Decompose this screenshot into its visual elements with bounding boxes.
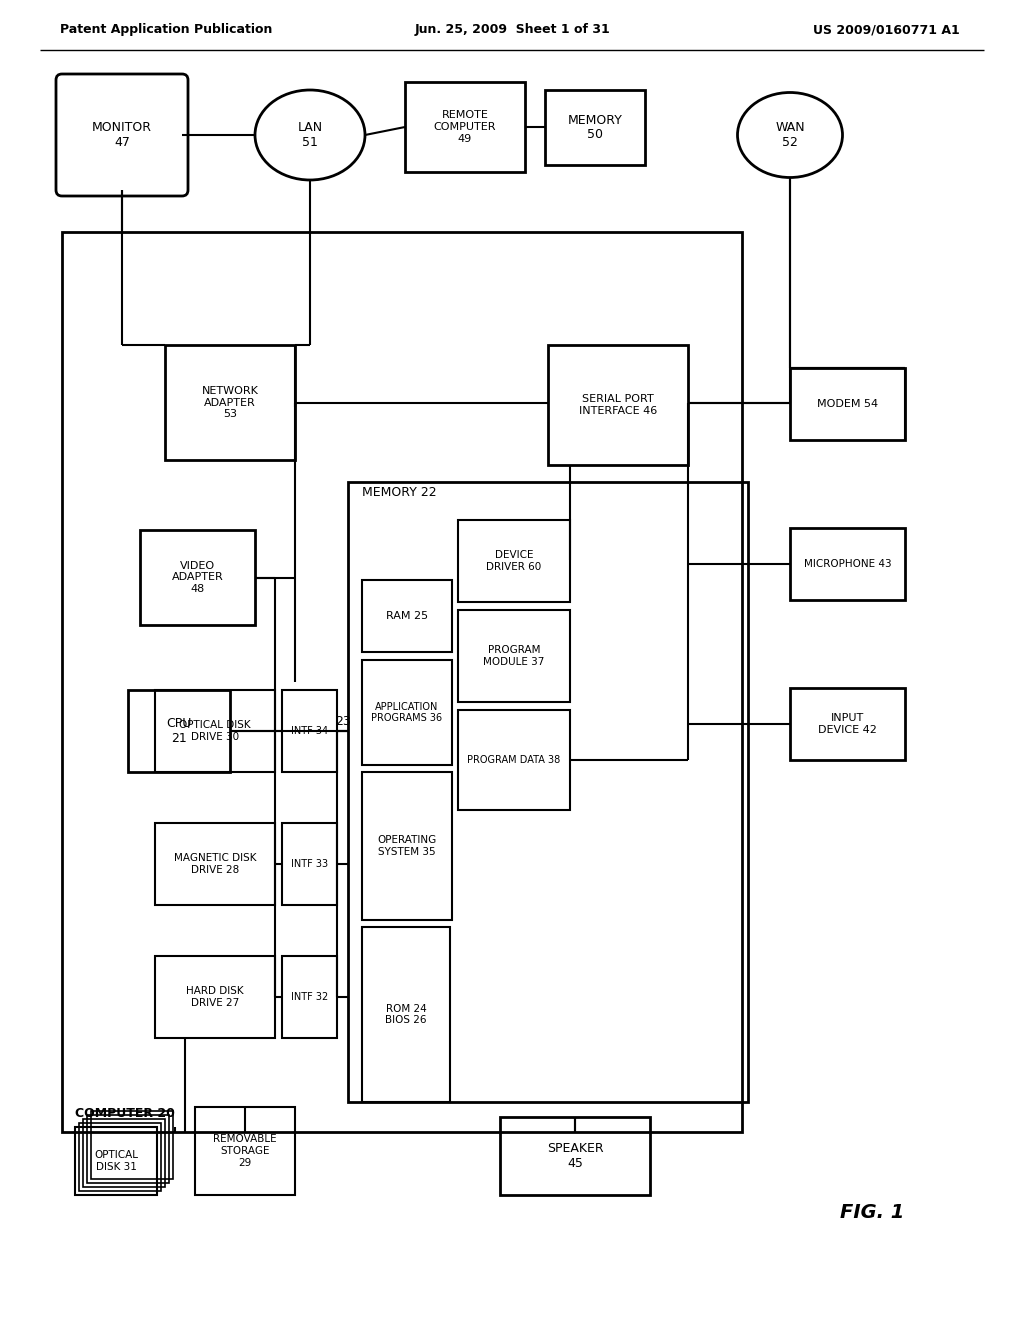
Text: DEVICE
DRIVER 60: DEVICE DRIVER 60 [486, 550, 542, 572]
Text: MODEM 54: MODEM 54 [817, 399, 878, 409]
Text: LAN
51: LAN 51 [297, 121, 323, 149]
Text: HARD DISK
DRIVE 27: HARD DISK DRIVE 27 [186, 986, 244, 1007]
Text: SPEAKER
45: SPEAKER 45 [547, 1142, 603, 1170]
Text: PROGRAM
MODULE 37: PROGRAM MODULE 37 [483, 645, 545, 667]
Text: FIG. 1: FIG. 1 [840, 1203, 904, 1221]
Text: INPUT
DEVICE 42: INPUT DEVICE 42 [818, 713, 877, 735]
Bar [140, 531, 255, 624]
Text: VIDEO
ADAPTER
48: VIDEO ADAPTER 48 [172, 561, 223, 594]
Bar [195, 1107, 295, 1195]
Bar [362, 772, 452, 920]
Text: 23: 23 [335, 715, 351, 729]
Text: SERIAL PORT
INTERFACE 46: SERIAL PORT INTERFACE 46 [579, 395, 657, 416]
Bar [155, 690, 275, 772]
Text: PROGRAM DATA 38: PROGRAM DATA 38 [467, 755, 560, 766]
Bar [87, 1115, 169, 1183]
Text: WAN
52: WAN 52 [775, 121, 805, 149]
Text: COMPUTER 20: COMPUTER 20 [75, 1107, 175, 1119]
Bar [790, 368, 905, 440]
Bar [548, 345, 688, 465]
Bar [500, 1117, 650, 1195]
Bar [458, 520, 570, 602]
Text: INTF 33: INTF 33 [291, 859, 328, 869]
Text: OPTICAL
DISK 31: OPTICAL DISK 31 [94, 1150, 138, 1172]
Text: INTF 34: INTF 34 [291, 726, 328, 737]
Bar [458, 710, 570, 810]
Bar [75, 1127, 157, 1195]
Bar [790, 688, 905, 760]
Bar [282, 690, 337, 772]
Text: REMOVABLE
STORAGE
29: REMOVABLE STORAGE 29 [213, 1134, 276, 1168]
Text: NETWORK
ADAPTER
53: NETWORK ADAPTER 53 [202, 385, 258, 420]
Text: MEMORY 22: MEMORY 22 [362, 486, 436, 499]
Bar [282, 956, 337, 1038]
Text: CPU
21: CPU 21 [166, 717, 191, 744]
Bar [83, 1119, 165, 1187]
Text: ROM 24
BIOS 26: ROM 24 BIOS 26 [385, 1003, 427, 1026]
Text: US 2009/0160771 A1: US 2009/0160771 A1 [813, 24, 961, 37]
Text: OPERATING
SYSTEM 35: OPERATING SYSTEM 35 [378, 836, 436, 857]
Bar [91, 1111, 173, 1179]
Bar [62, 232, 742, 1133]
Bar [362, 927, 450, 1102]
Text: APPLICATION
PROGRAMS 36: APPLICATION PROGRAMS 36 [372, 702, 442, 723]
Bar [406, 82, 525, 172]
Bar [458, 610, 570, 702]
Bar [155, 956, 275, 1038]
Text: MEMORY
50: MEMORY 50 [567, 114, 623, 141]
Text: OPTICAL DISK
DRIVE 30: OPTICAL DISK DRIVE 30 [179, 721, 251, 742]
Bar [79, 1123, 161, 1191]
Text: MAGNETIC DISK
DRIVE 28: MAGNETIC DISK DRIVE 28 [174, 853, 256, 875]
Text: RAM 25: RAM 25 [386, 611, 428, 620]
Bar [128, 690, 230, 772]
Bar [282, 822, 337, 906]
Text: REMOTE
COMPUTER
49: REMOTE COMPUTER 49 [434, 111, 497, 144]
Bar [362, 579, 452, 652]
Bar [348, 482, 748, 1102]
Text: MICROPHONE 43: MICROPHONE 43 [804, 558, 891, 569]
Text: MONITOR
47: MONITOR 47 [92, 121, 152, 149]
Text: INTF 32: INTF 32 [291, 993, 328, 1002]
Text: Jun. 25, 2009  Sheet 1 of 31: Jun. 25, 2009 Sheet 1 of 31 [414, 24, 610, 37]
Bar [362, 660, 452, 766]
Bar [545, 90, 645, 165]
Text: Patent Application Publication: Patent Application Publication [60, 24, 272, 37]
Bar [165, 345, 295, 459]
Bar [790, 528, 905, 601]
Bar [155, 822, 275, 906]
